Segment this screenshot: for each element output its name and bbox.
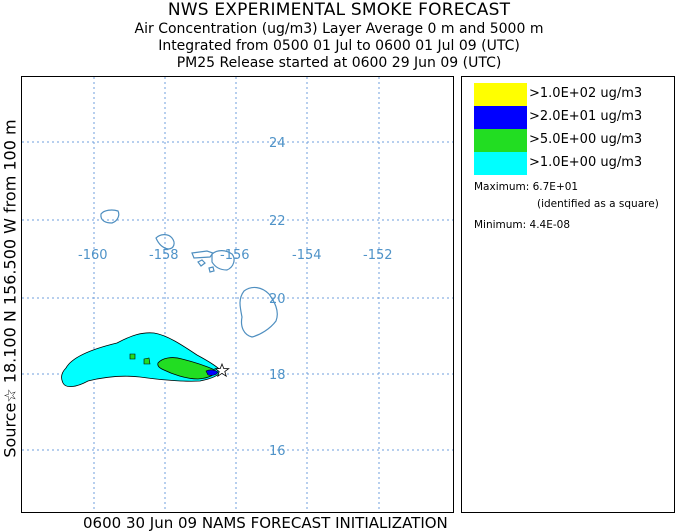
legend-label-100: >1.0E+02 ug/m3: [529, 86, 643, 101]
island-oahu: [155, 234, 175, 250]
legend-minimum: Minimum: 4.4E-08: [474, 219, 571, 231]
legend-item-1: >1.0E+00 ug/m3: [474, 152, 674, 175]
legend-item-20: >2.0E+01 ug/m3: [474, 106, 674, 129]
lat-label-22: 22: [269, 214, 286, 229]
lon-label-156: -156: [220, 248, 250, 263]
plume-contour-5-patch-b: [143, 357, 151, 365]
legend-item-5: >5.0E+00 ug/m3: [474, 129, 674, 152]
legend-item-100: >1.0E+02 ug/m3: [474, 83, 674, 106]
legend-swatch-yellow: [474, 83, 527, 106]
island-maui: [211, 250, 235, 271]
map-title: NWS EXPERIMENTAL SMOKE FORECAST: [167, 0, 511, 20]
lat-label-18: 18: [269, 368, 286, 383]
plume-contour-5-patch-a: [129, 353, 136, 360]
island-kahoolawe: [208, 266, 215, 273]
lat-label-20: 20: [269, 292, 286, 307]
map-panel: -160 -158 -156 -154 -152 24 22 20 18 16: [21, 76, 454, 513]
legend-swatch-blue: [474, 106, 527, 129]
legend-identified-note: (identified as a square): [537, 198, 659, 210]
legend-maximum: Maximum: 6.7E+01: [474, 181, 579, 193]
legend-label-1: >1.0E+00 ug/m3: [529, 155, 643, 170]
forecast-initialization-label: 0600 30 Jun 09 NAMS FORECAST INITIALIZAT…: [83, 514, 448, 532]
island-molokai: [191, 250, 214, 259]
lon-label-152: -152: [363, 248, 393, 263]
lon-label-154: -154: [292, 248, 322, 263]
map-canvas: -160 -158 -156 -154 -152 24 22 20 18 16: [22, 77, 453, 512]
integration-period: Integrated from 0500 01 Jul to 0600 01 J…: [158, 38, 520, 54]
source-location-label: Source☆ 18.100 N 156.500 W from 100 m: [0, 119, 20, 458]
legend-label-20: >2.0E+01 ug/m3: [529, 109, 643, 124]
island-kauai: [100, 209, 120, 224]
plume-contour-20: [205, 369, 219, 376]
legend-label-5: >5.0E+00 ug/m3: [529, 132, 643, 147]
island-hawaii: [239, 286, 278, 338]
legend-swatch-green: [474, 129, 527, 152]
source-star-icon: [214, 362, 230, 378]
lon-label-160: -160: [78, 248, 108, 263]
concentration-subtitle: Air Concentration (ug/m3) Layer Average …: [134, 21, 544, 37]
legend-panel: >1.0E+02 ug/m3 >2.0E+01 ug/m3 >5.0E+00 u…: [461, 76, 675, 513]
gridlines: [22, 77, 453, 512]
lat-label-24: 24: [269, 136, 286, 151]
release-start: PM25 Release started at 0600 29 Jun 09 (…: [176, 55, 502, 71]
coastlines: [100, 209, 278, 338]
island-lanai: [197, 259, 206, 267]
legend-swatch-cyan: [474, 152, 527, 175]
lat-label-16: 16: [269, 444, 286, 459]
lon-label-158: -158: [149, 248, 179, 263]
